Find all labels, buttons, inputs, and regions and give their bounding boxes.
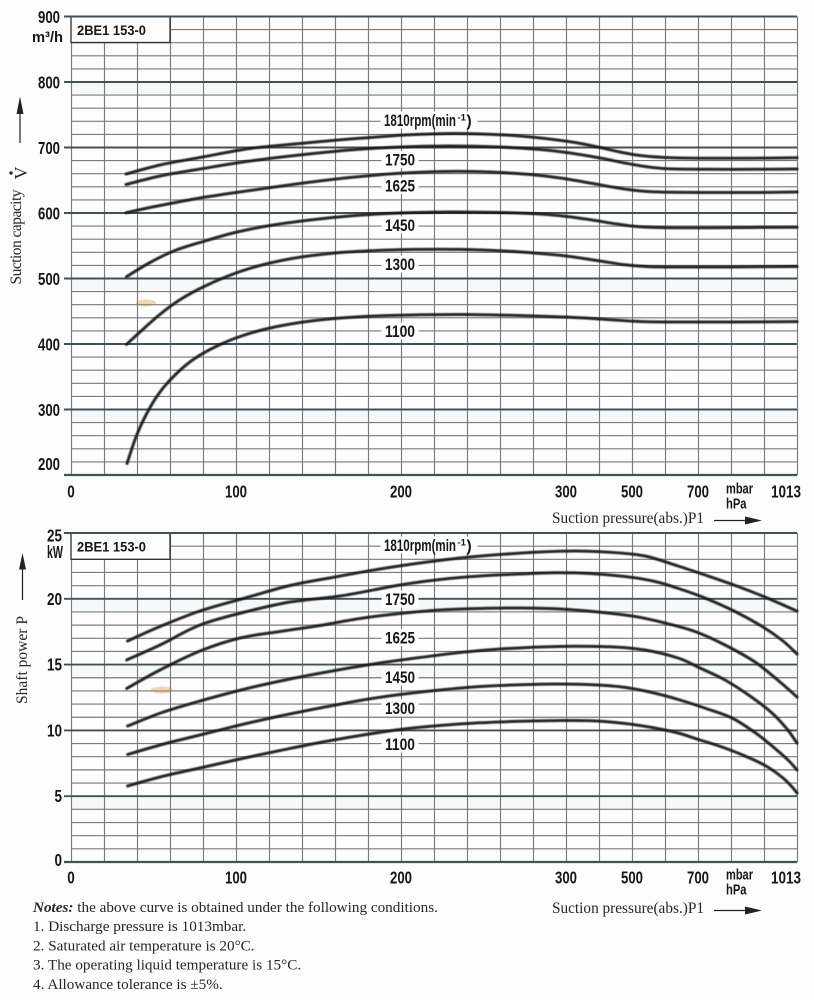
svg-text:mbar: mbar	[726, 868, 753, 884]
svg-text:1300: 1300	[385, 699, 415, 718]
svg-text:1300: 1300	[385, 255, 415, 274]
svg-text:900: 900	[38, 7, 60, 27]
svg-text:1. Discharge pressure is 1013m: 1. Discharge pressure is 1013mbar.	[33, 918, 246, 935]
svg-text:Suction pressure(abs.)P1: Suction pressure(abs.)P1	[552, 510, 704, 527]
svg-text:Notes: the above curve is obta: Notes: the above curve is obtained under…	[32, 899, 438, 916]
svg-text:1750: 1750	[385, 151, 415, 170]
svg-text:800: 800	[38, 72, 60, 92]
svg-text:400: 400	[38, 334, 60, 354]
svg-text:25: 25	[47, 526, 62, 546]
svg-text:0: 0	[55, 850, 63, 870]
svg-text:-1: -1	[458, 538, 467, 548]
svg-text:300: 300	[38, 400, 60, 420]
svg-text:500: 500	[38, 269, 60, 289]
svg-text:5: 5	[55, 786, 63, 806]
svg-text:100: 100	[225, 868, 247, 888]
svg-text:300: 300	[555, 868, 577, 888]
svg-text:Suction capacity: Suction capacity	[8, 189, 25, 284]
svg-text:): )	[467, 538, 472, 555]
svg-text:500: 500	[621, 482, 643, 502]
svg-text:700: 700	[687, 482, 709, 502]
svg-text:700: 700	[38, 138, 60, 158]
svg-text:3. The operating liquid temper: 3. The operating liquid temperature is 1…	[33, 957, 301, 974]
svg-text:1450: 1450	[385, 216, 415, 235]
svg-text:1013: 1013	[771, 868, 801, 888]
svg-text:1100: 1100	[385, 735, 415, 754]
svg-text:300: 300	[555, 482, 577, 502]
svg-text:1810rpm(min: 1810rpm(min	[384, 111, 456, 130]
svg-text:0: 0	[67, 482, 75, 502]
svg-text:10: 10	[47, 720, 62, 740]
svg-text:20: 20	[47, 589, 62, 609]
svg-text:1625: 1625	[385, 629, 415, 648]
svg-text:1450: 1450	[385, 668, 415, 687]
svg-text:V: V	[11, 167, 31, 180]
svg-text:m³/h: m³/h	[32, 30, 63, 46]
svg-text:Suction pressure(abs.)P1: Suction pressure(abs.)P1	[552, 900, 704, 917]
svg-text:1100: 1100	[385, 322, 415, 341]
svg-text:hPa: hPa	[726, 497, 747, 513]
svg-text:1750: 1750	[385, 590, 415, 609]
svg-text:2BE1 153-0: 2BE1 153-0	[77, 539, 146, 555]
svg-text:200: 200	[390, 482, 412, 502]
svg-text:4. Allowance tolerance is ±5%.: 4. Allowance tolerance is ±5%.	[33, 976, 223, 993]
svg-text:): )	[467, 113, 472, 130]
svg-text:0: 0	[67, 868, 75, 888]
svg-text:mbar: mbar	[726, 482, 753, 498]
svg-text:Shaft power P: Shaft power P	[14, 616, 31, 704]
svg-text:600: 600	[38, 203, 60, 223]
svg-text:15: 15	[47, 655, 62, 675]
svg-text:500: 500	[621, 868, 643, 888]
svg-text:700: 700	[687, 868, 709, 888]
svg-text:1013: 1013	[771, 482, 801, 502]
svg-text:1625: 1625	[385, 177, 415, 196]
svg-text:100: 100	[225, 482, 247, 502]
svg-text:2BE1 153-0: 2BE1 153-0	[77, 22, 146, 38]
svg-text:1810rpm(min: 1810rpm(min	[384, 536, 456, 555]
svg-text:200: 200	[390, 868, 412, 888]
svg-text:-1: -1	[458, 113, 467, 123]
svg-text:200: 200	[38, 454, 60, 474]
svg-text:2. Saturated air temperature i: 2. Saturated air temperature is 20°C.	[33, 937, 255, 954]
svg-text:hPa: hPa	[726, 883, 747, 899]
svg-text:kW: kW	[47, 542, 63, 562]
